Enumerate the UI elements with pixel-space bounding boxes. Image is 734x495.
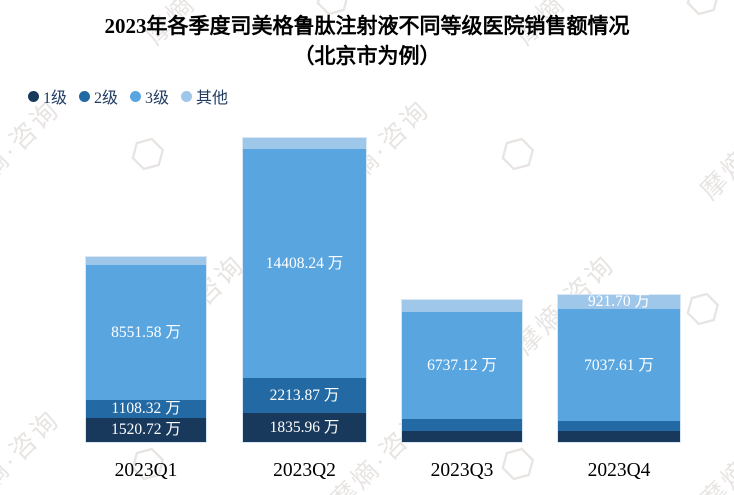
bar-segment-2级: 2213.87 万 — [243, 377, 366, 413]
x-axis-label: 2023Q1 — [114, 460, 178, 481]
bar-column-2023Q1: 1520.72 万 1108.32 万 8551.58 万 2023Q1 — [86, 0, 206, 495]
bar-segment-3级: 6737.12 万 — [402, 312, 522, 420]
legend-label-tier2: 2级 — [94, 90, 119, 107]
bar-segment-其他: 921.70 万 — [558, 293, 680, 311]
bar-column-2023Q4: 7037.61 万 921.70 万 2023Q4 — [558, 0, 680, 495]
legend-label-other: 其他 — [196, 90, 229, 107]
bar-value-label: 14408.24 万 — [265, 254, 344, 272]
bar-segment-1级 — [402, 430, 522, 442]
bar-segment-其他 — [243, 138, 366, 150]
x-axis-label: 2023Q4 — [587, 460, 651, 481]
bar-value-label: 7037.61 万 — [584, 356, 654, 374]
legend-item-tier2: 2级 — [79, 84, 118, 108]
bar-segment-其他 — [86, 256, 206, 265]
bar-stack: 1520.72 万 1108.32 万 8551.58 万 — [86, 256, 206, 442]
bar-stack: 7037.61 万 921.70 万 — [558, 293, 680, 442]
bar-value-label: 2213.87 万 — [269, 386, 340, 404]
bar-segment-3级: 14408.24 万 — [243, 149, 366, 378]
bar-segment-其他 — [402, 300, 522, 313]
bar-value-label: 1108.32 万 — [111, 400, 181, 418]
legend-label-tier1: 1级 — [43, 90, 68, 107]
bar-value-label: 921.70 万 — [587, 293, 650, 311]
legend-item-tier1: 1级 — [28, 84, 67, 108]
bar-column-2023Q2: 1835.96 万 2213.87 万 14408.24 万 2023Q2 — [243, 0, 366, 495]
legend-label-tier3: 3级 — [145, 90, 170, 107]
legend: 1级 2级 3级 其他 — [28, 84, 228, 108]
bar-segment-2级 — [402, 419, 522, 431]
bar-segment-2级 — [558, 421, 680, 431]
bar-stack: 6737.12 万 — [402, 300, 522, 442]
x-axis-label: 2023Q2 — [273, 460, 336, 481]
chart-title: 2023年各季度司美格鲁肽注射液不同等级医院销售额情况 — [104, 14, 630, 38]
legend-dot-tier1-icon — [28, 90, 39, 102]
legend-item-other: 其他 — [181, 84, 228, 108]
bar-stack: 1835.96 万 2213.87 万 14408.24 万 — [243, 138, 366, 442]
chart-subtitle: （北京市为例） — [293, 44, 441, 69]
bar-segment-2级: 1108.32 万 — [86, 400, 206, 418]
bar-value-label: 8551.58 万 — [111, 323, 181, 341]
bar-segment-1级 — [558, 430, 680, 442]
bar-segment-3级: 7037.61 万 — [558, 309, 680, 422]
legend-dot-tier3-icon — [130, 90, 142, 102]
bar-segment-3级: 8551.58 万 — [86, 264, 206, 401]
bar-value-label: 6737.12 万 — [427, 356, 497, 374]
legend-dot-tier2-icon — [79, 90, 91, 102]
bar-value-label: 1520.72 万 — [111, 421, 181, 439]
legend-item-tier3: 3级 — [130, 84, 169, 108]
title-block: 2023年各季度司美格鲁肽注射液不同等级医院销售额情况 （北京市为例） — [0, 11, 734, 72]
legend-dot-other-icon — [181, 90, 193, 102]
x-axis-label: 2023Q3 — [430, 460, 494, 481]
bar-value-label: 1835.96 万 — [269, 418, 340, 436]
bar-column-2023Q3: 6737.12 万 2023Q3 — [402, 0, 522, 495]
bar-segment-1级: 1520.72 万 — [86, 417, 206, 442]
bar-segment-1级: 1835.96 万 — [243, 412, 366, 442]
